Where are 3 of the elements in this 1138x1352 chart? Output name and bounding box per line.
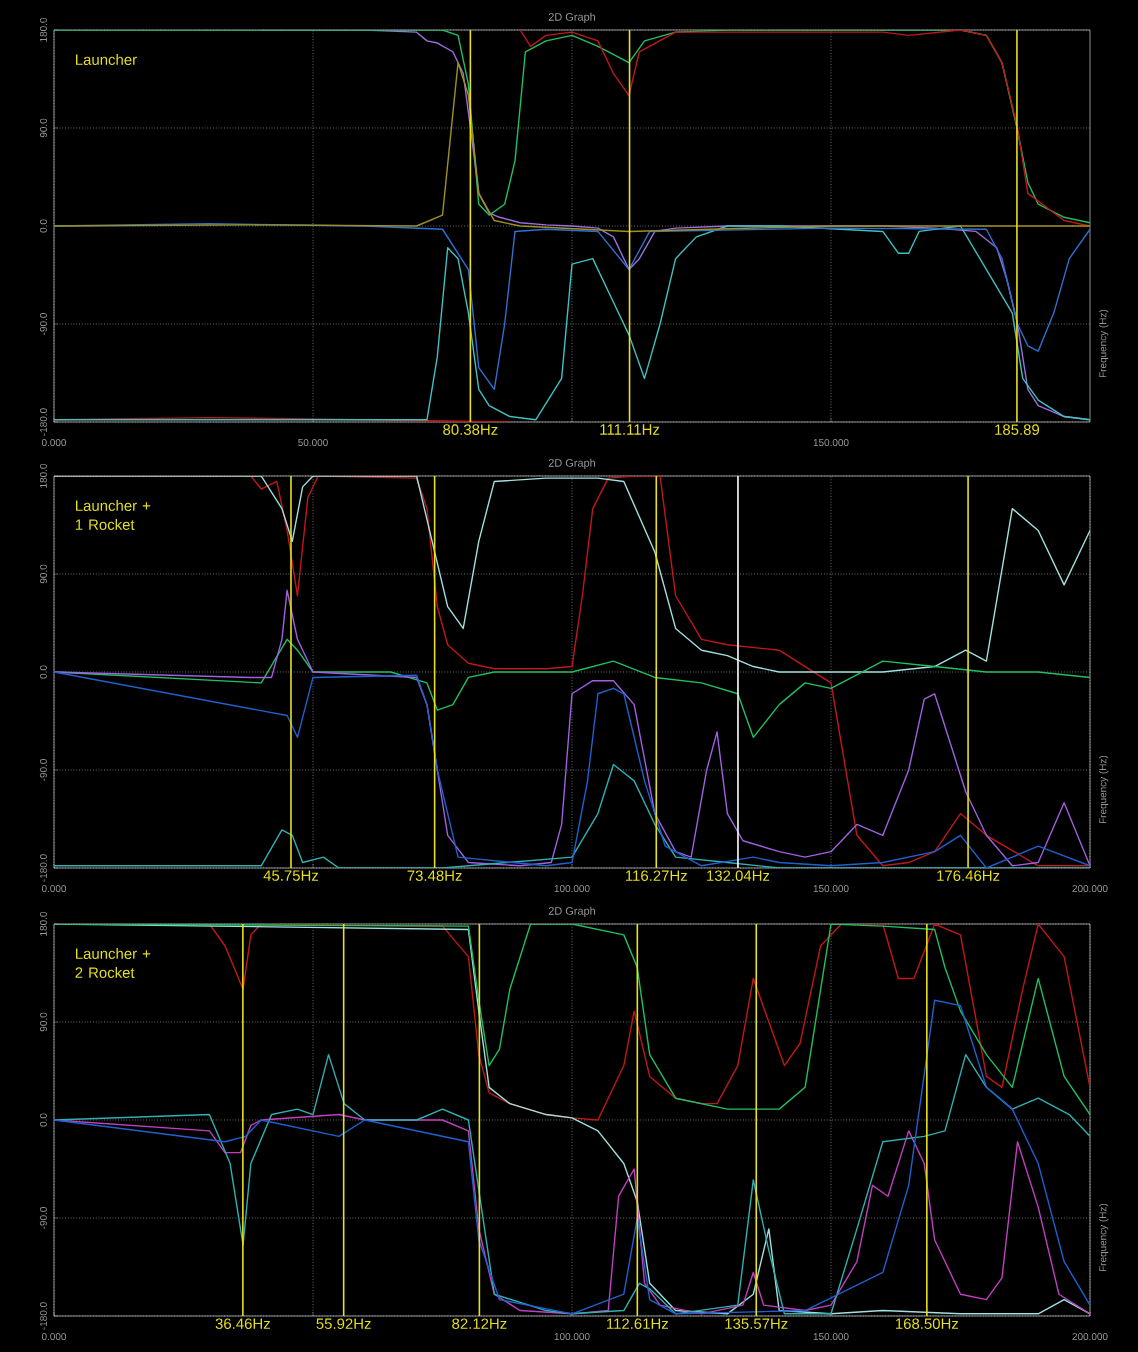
line-series [54,475,1091,673]
line-series [54,475,1091,867]
line-series [54,924,1091,1315]
